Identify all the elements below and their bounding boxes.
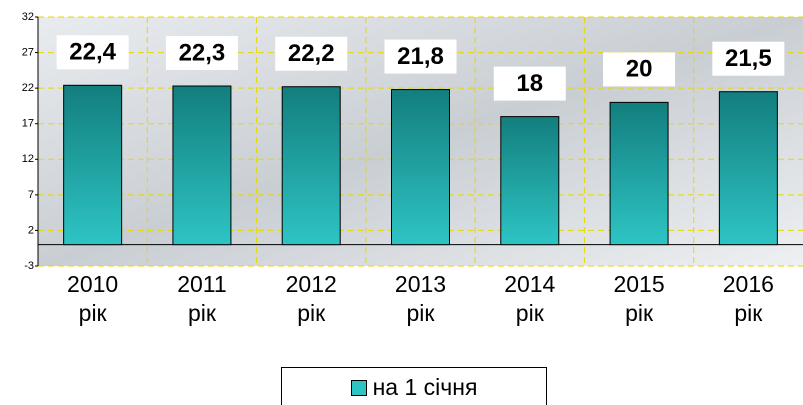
x-tick-label: 2012 рік [285, 271, 337, 326]
y-tick-label: 27 [22, 46, 34, 58]
bar [391, 89, 450, 246]
bar [500, 116, 560, 246]
value-label-box [384, 39, 457, 74]
x-tick-label: 2013 рік [394, 271, 447, 326]
y-tick-label: 32 [22, 11, 34, 23]
value-label: 20 [626, 56, 653, 83]
x-tick-label: 2016 рік [722, 271, 774, 326]
value-label: 22,3 [179, 39, 226, 66]
y-tick-label: 17 [22, 118, 34, 130]
value-label: 22,2 [288, 40, 335, 67]
value-label-box [712, 41, 785, 76]
value-label-box [56, 35, 129, 70]
value-label-box [165, 36, 238, 71]
bar [63, 84, 123, 246]
legend-label: на 1 січня [372, 374, 478, 400]
legend: на 1 січня [281, 367, 547, 405]
value-label: 21,8 [397, 43, 444, 70]
legend-swatch [350, 379, 367, 396]
bar [609, 101, 669, 246]
y-tick-label: 2 [28, 224, 34, 236]
value-label-box [275, 36, 348, 71]
bar [172, 85, 232, 246]
y-tick-label: -3 [24, 260, 34, 272]
value-label-box [493, 66, 566, 101]
x-tick-label: 2015 рік [613, 271, 665, 326]
y-tick-label: 12 [22, 153, 34, 165]
value-label: 21,5 [725, 45, 772, 72]
value-label: 22,4 [69, 39, 116, 66]
x-tick-label: 2010 рік [67, 271, 119, 326]
x-tick-label: 2014 рік [504, 271, 556, 326]
y-tick-label: 22 [22, 82, 34, 94]
value-label: 18 [516, 70, 543, 97]
bar [718, 91, 778, 246]
y-tick-label: 7 [28, 189, 34, 201]
bar [281, 86, 341, 246]
x-tick-label: 2011 рік [177, 271, 227, 326]
value-label-box [603, 52, 676, 87]
